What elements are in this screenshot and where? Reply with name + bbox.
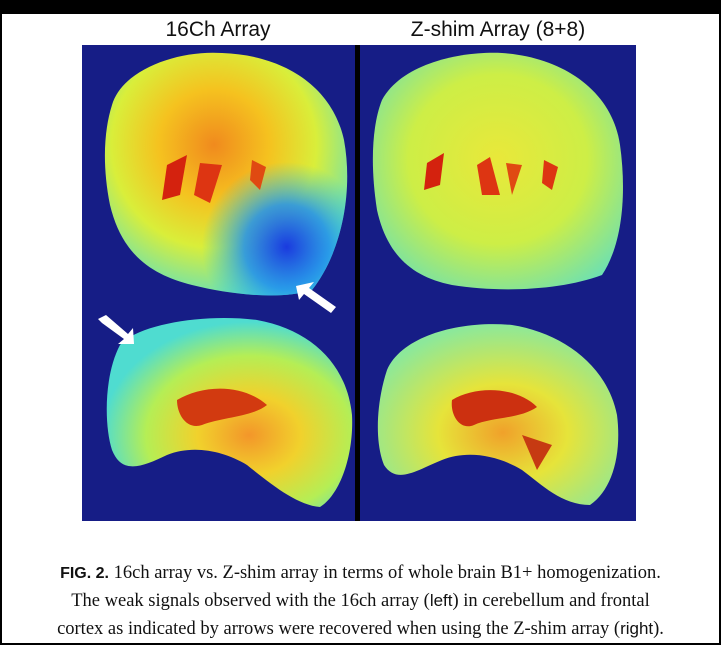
caption-line-1: FIG. 2. 16ch array vs. Z-shim array in t… — [4, 560, 717, 587]
caption-label: FIG. 2. — [60, 565, 109, 582]
caption-line-3: cortex as indicated by arrows were recov… — [4, 615, 717, 643]
brain-16ch-sagittal — [106, 317, 353, 507]
arrow-frontal-cortex-icon — [98, 315, 134, 344]
caption-line3-text: cortex as indicated by arrows were recov… — [57, 619, 621, 639]
caption-line2-end: ) in cerebellum and frontal — [452, 591, 650, 611]
panel-divider — [355, 45, 360, 521]
brain-zshim-axial — [372, 52, 623, 290]
brain-16ch-axial — [104, 52, 348, 296]
top-rule — [0, 0, 721, 14]
b1-map-figure — [82, 45, 636, 521]
caption-line-2: The weak signals observed with the 16ch … — [4, 587, 717, 615]
caption-left-word: left — [429, 591, 453, 610]
caption-line2-text: The weak signals observed with the 16ch … — [71, 591, 430, 611]
left-column-title: 16Ch Array — [165, 18, 271, 41]
b1-maps-svg — [98, 45, 623, 521]
caption-line1-text: 16ch array vs. Z-shim array in terms of … — [108, 563, 661, 583]
right-column-title: Z-shim Array (8+8) — [410, 18, 586, 41]
brain-zshim-sagittal — [377, 324, 619, 505]
caption-right-word: right — [620, 619, 654, 638]
arrow-cerebellum-icon — [296, 282, 336, 313]
caption-line3-end: ). — [653, 619, 664, 639]
figure-caption: FIG. 2. 16ch array vs. Z-shim array in t… — [4, 560, 717, 643]
